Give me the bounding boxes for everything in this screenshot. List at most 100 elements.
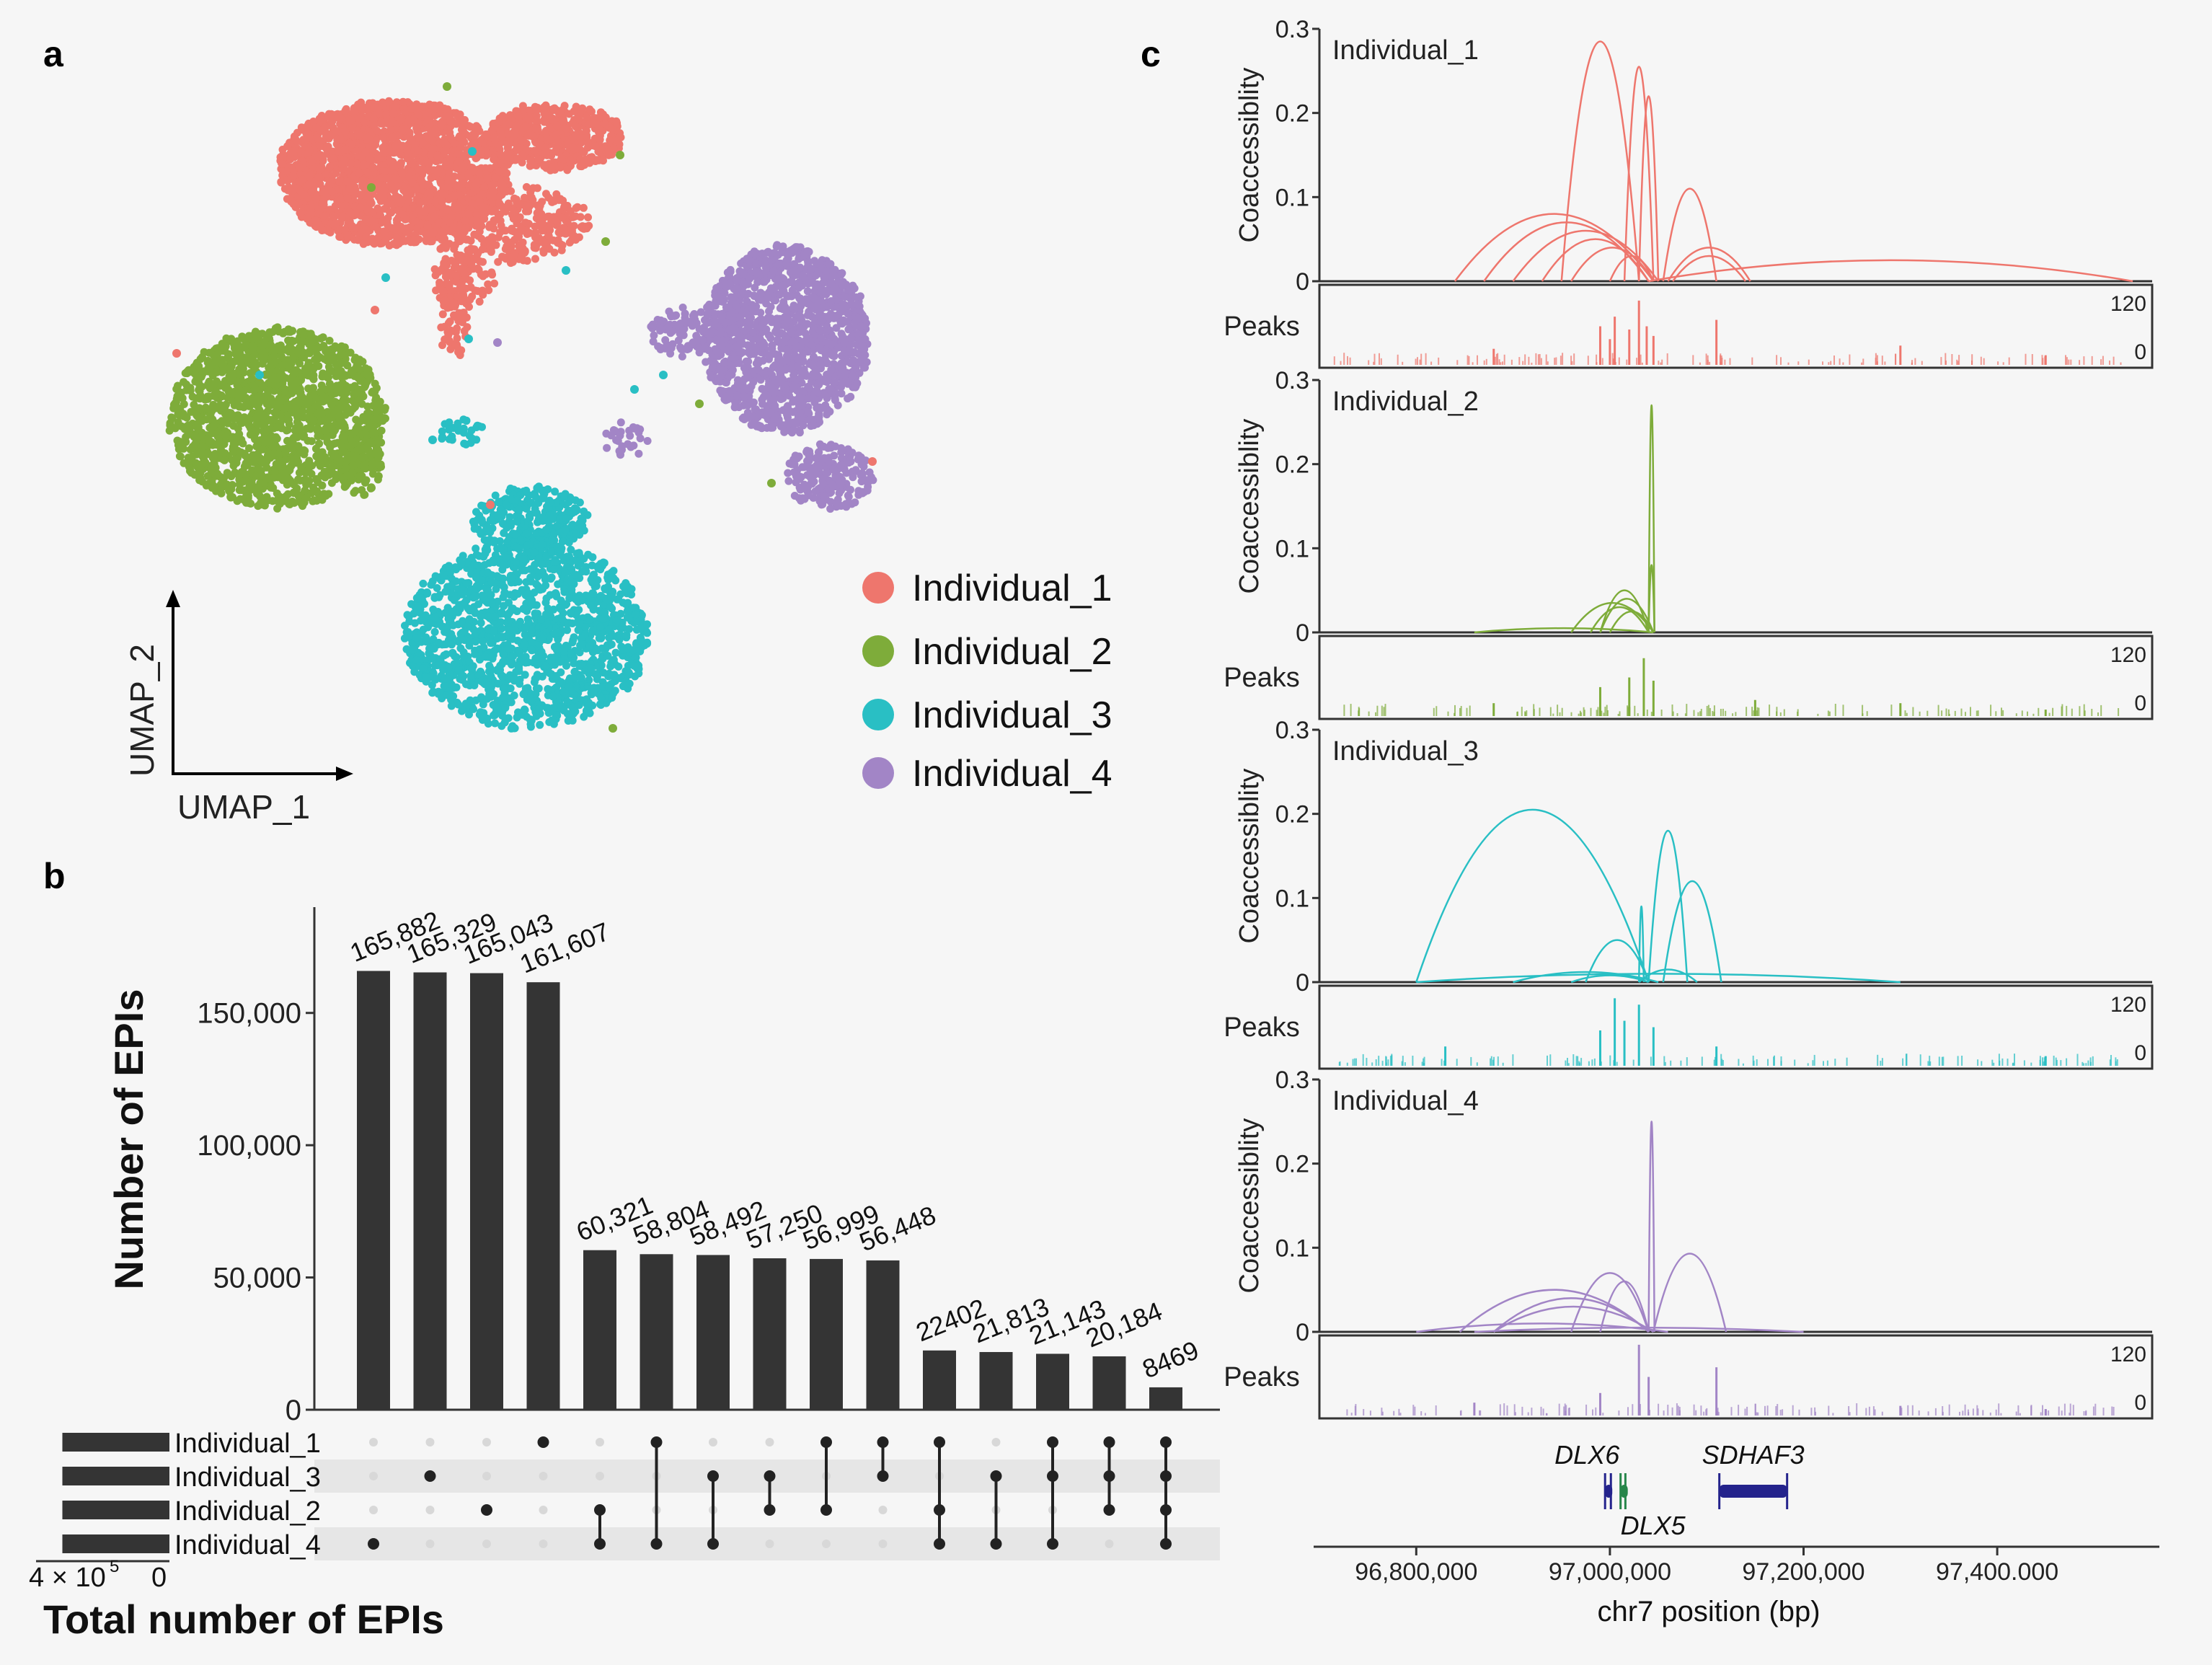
umap-point — [211, 449, 219, 458]
umap-scatter — [165, 82, 877, 733]
umap-point — [267, 483, 275, 492]
umap-point — [277, 178, 286, 187]
umap-point — [513, 234, 521, 242]
umap-point — [340, 145, 349, 154]
umap-point — [512, 195, 521, 204]
umap-point — [358, 453, 366, 461]
umap-point — [396, 198, 404, 207]
umap-point — [226, 412, 235, 421]
umap-point — [273, 323, 282, 332]
umap-point — [458, 316, 466, 324]
umap-point — [221, 343, 230, 350]
umap-point — [324, 142, 332, 151]
umap-point — [416, 198, 425, 207]
umap-point — [612, 117, 621, 125]
umap-point — [531, 138, 540, 147]
umap-point — [229, 461, 238, 470]
umap-point — [335, 455, 344, 464]
umap-point — [319, 200, 328, 209]
umap-point — [254, 450, 262, 458]
umap-point — [386, 208, 394, 216]
umap-point — [601, 120, 609, 128]
umap-point — [341, 107, 350, 115]
umap-point — [348, 441, 356, 449]
umap-point — [275, 500, 284, 508]
umap-point — [450, 244, 459, 253]
umap-point — [256, 493, 265, 501]
umap-point — [440, 261, 448, 270]
umap-point — [312, 123, 321, 132]
umap-point — [281, 374, 290, 382]
umap-point — [554, 138, 562, 146]
umap-point — [285, 420, 293, 429]
umap-point — [319, 212, 328, 220]
umap-point — [508, 226, 517, 235]
umap-point — [504, 154, 512, 162]
umap-point — [284, 336, 293, 345]
umap-point — [337, 213, 346, 222]
umap-point — [369, 163, 377, 172]
umap-point — [311, 444, 320, 453]
umap-point — [563, 166, 572, 175]
umap-point — [320, 467, 329, 476]
umap-point — [446, 345, 455, 353]
umap-point — [340, 156, 349, 164]
umap-point — [273, 434, 281, 443]
umap-point — [168, 423, 177, 431]
umap-point — [243, 458, 252, 467]
umap-point — [305, 172, 314, 180]
umap-point — [312, 474, 321, 483]
umap-point — [193, 412, 202, 421]
umap-point — [428, 136, 437, 145]
umap-point — [446, 218, 454, 227]
umap-point — [327, 118, 336, 126]
umap-point — [220, 456, 229, 464]
umap-point — [254, 502, 262, 511]
umap-point — [546, 226, 554, 234]
umap-point — [425, 180, 433, 189]
umap-point — [314, 343, 323, 352]
umap-point — [381, 110, 390, 118]
umap-point — [288, 438, 297, 447]
umap-point — [221, 404, 229, 412]
umap-point — [321, 453, 329, 461]
umap-point — [420, 208, 428, 216]
umap-point — [270, 346, 279, 355]
umap-point — [539, 239, 548, 247]
umap-point — [443, 105, 452, 114]
umap-point — [428, 129, 437, 138]
umap-point — [289, 200, 298, 208]
umap-point — [239, 495, 248, 504]
umap-point — [363, 193, 372, 201]
umap-point — [289, 172, 298, 180]
umap-point — [213, 441, 221, 449]
umap-point — [472, 508, 480, 516]
umap-point — [233, 397, 242, 405]
umap-point — [549, 196, 558, 205]
umap-point — [396, 160, 404, 169]
umap-point — [485, 221, 494, 229]
umap-point — [373, 414, 381, 423]
umap-point — [182, 380, 190, 389]
umap-point — [264, 437, 273, 446]
umap-point — [531, 233, 539, 242]
umap-point — [512, 121, 521, 130]
umap-point — [569, 143, 578, 151]
umap-point — [480, 182, 489, 191]
umap-point — [280, 385, 289, 394]
umap-point — [345, 115, 354, 124]
umap-point — [355, 358, 363, 367]
umap-point — [425, 164, 433, 173]
umap-point — [259, 381, 267, 390]
umap-point — [250, 387, 258, 395]
umap-point — [296, 208, 304, 217]
umap-point — [198, 477, 207, 486]
umap-point — [495, 118, 503, 127]
umap-point — [372, 384, 381, 392]
umap-point — [368, 216, 376, 225]
umap-point — [464, 122, 473, 131]
umap-point — [349, 461, 358, 470]
umap-point — [571, 122, 580, 131]
umap-point — [484, 236, 492, 244]
umap-point — [196, 469, 205, 477]
